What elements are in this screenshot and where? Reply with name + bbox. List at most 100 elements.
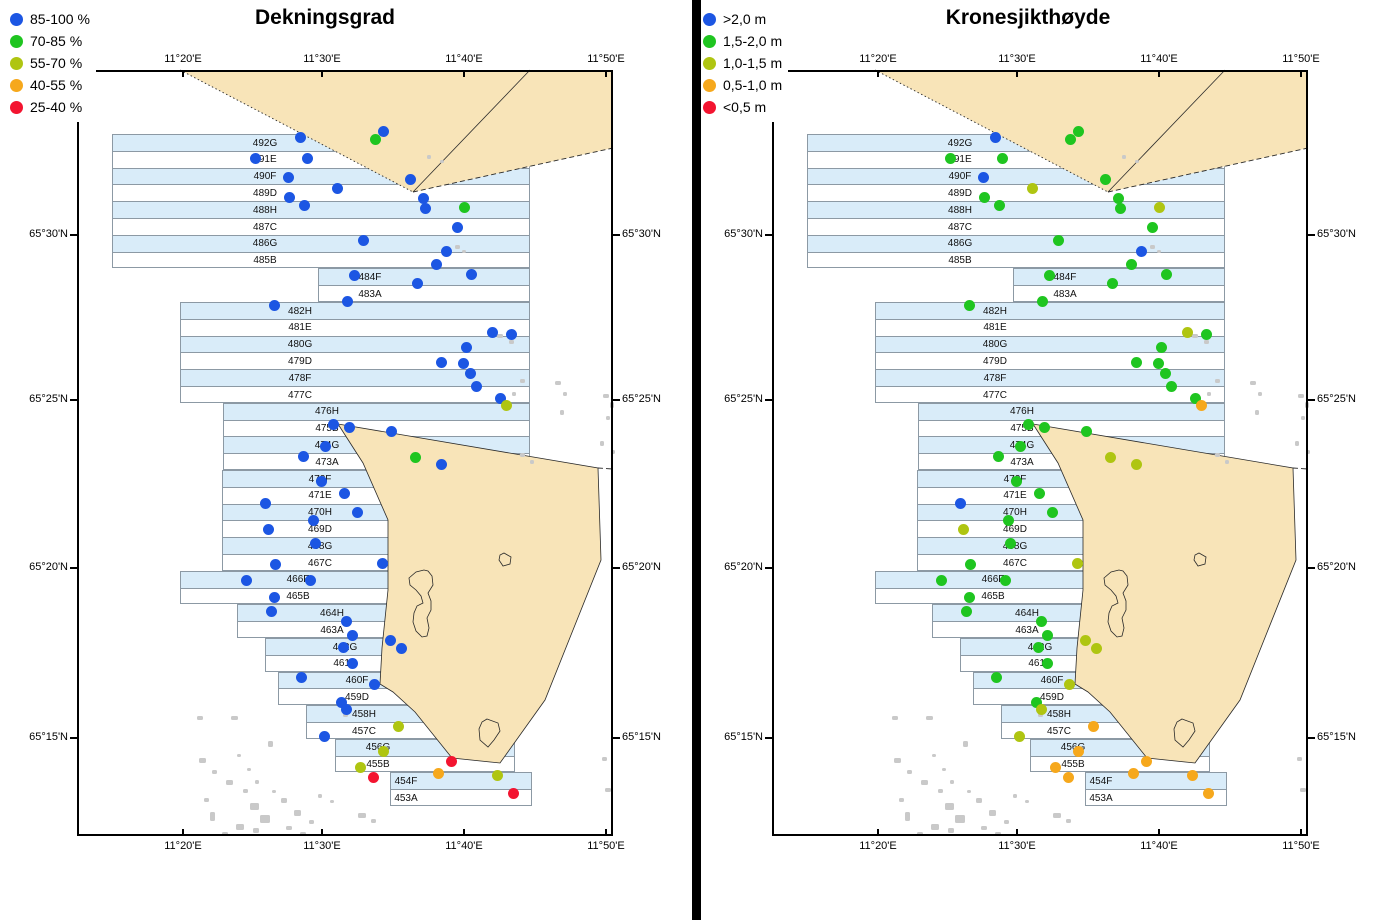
island-north xyxy=(875,70,1308,192)
skerry xyxy=(605,788,611,792)
legend-class-label: 1,5-2,0 m xyxy=(723,33,783,49)
transect-label: 487C xyxy=(253,221,277,233)
legend-class-label: >2,0 m xyxy=(723,11,767,27)
lake-outline xyxy=(1103,569,1129,638)
skerry xyxy=(926,716,933,720)
skerry xyxy=(1207,392,1211,396)
station-dot xyxy=(368,678,380,690)
lon-tick-label: 11°20'E xyxy=(164,840,202,852)
station-dot xyxy=(1146,221,1158,233)
legend-class-label: 55-70 % xyxy=(30,55,83,71)
station-dot xyxy=(1080,425,1092,437)
lat-tick xyxy=(1308,567,1315,569)
station-dot xyxy=(1033,487,1045,499)
skerry xyxy=(253,828,259,833)
station-dot xyxy=(435,356,447,368)
transect-row xyxy=(918,402,1225,420)
legend-item: 1,0-1,5 m xyxy=(703,52,782,74)
legend-item: 55-70 % xyxy=(10,52,90,74)
skerry xyxy=(520,379,525,383)
transect-row xyxy=(318,268,530,286)
station-dot xyxy=(377,745,389,757)
skerry xyxy=(1066,819,1071,823)
station-dot xyxy=(282,171,294,183)
skerry xyxy=(371,819,376,823)
station-dot xyxy=(430,258,442,270)
station-dot xyxy=(1135,245,1147,257)
skerry xyxy=(455,245,460,249)
station-dot xyxy=(1043,269,1055,281)
legend-class-dot xyxy=(703,100,716,114)
skerry xyxy=(226,780,233,785)
station-dot xyxy=(262,523,274,535)
station-dot xyxy=(1189,392,1201,404)
station-dot xyxy=(417,192,429,204)
skerry xyxy=(1250,381,1256,385)
lon-tick xyxy=(877,70,879,77)
transect-label: 470H xyxy=(308,507,332,519)
station-dot xyxy=(301,152,313,164)
station-dot xyxy=(1112,192,1124,204)
station-dot xyxy=(1041,629,1053,641)
lat-tick xyxy=(613,737,620,739)
lat-tick-label: 65°15'N xyxy=(724,731,763,743)
station-dot xyxy=(1186,769,1198,781)
lon-tick-label: 11°40'E xyxy=(445,53,483,65)
transect-label: 478F xyxy=(983,372,1007,384)
station-dot xyxy=(259,497,271,509)
station-dot xyxy=(435,458,447,470)
skerry xyxy=(509,340,514,344)
station-dot xyxy=(990,671,1002,683)
skerry xyxy=(268,741,273,747)
transect-label: 453A xyxy=(1089,792,1113,804)
transect-label: 454F xyxy=(394,775,418,787)
skerry xyxy=(555,381,561,385)
island-north xyxy=(180,70,613,192)
skerry xyxy=(931,824,939,830)
island-south xyxy=(1032,423,1297,764)
transect-label: 491E xyxy=(948,154,972,166)
legend-item: 85-100 % xyxy=(10,8,90,30)
lon-tick xyxy=(463,70,465,77)
transect-label: 480G xyxy=(287,339,313,351)
transect-row xyxy=(390,789,532,806)
transect-label: 453A xyxy=(394,792,418,804)
skerry xyxy=(1004,820,1009,824)
station-dot xyxy=(960,605,972,617)
station-dot xyxy=(1165,380,1177,392)
transect-row xyxy=(180,335,530,353)
station-dot xyxy=(357,234,369,246)
legend-class-label: 70-85 % xyxy=(30,33,83,49)
skerry xyxy=(892,716,898,720)
station-dot xyxy=(340,615,352,627)
station-dot xyxy=(1130,356,1142,368)
lon-tick-label: 11°50'E xyxy=(587,53,625,65)
transect-label: 460F xyxy=(345,675,369,687)
transect-row xyxy=(875,369,1225,386)
lat-tick xyxy=(613,567,620,569)
station-dot xyxy=(331,182,343,194)
skerry xyxy=(894,758,901,763)
lon-tick-label: 11°50'E xyxy=(587,840,625,852)
station-dot xyxy=(351,506,363,518)
transect-row xyxy=(1013,268,1225,286)
station-dot xyxy=(1030,696,1042,708)
station-dot xyxy=(269,558,281,570)
skerry xyxy=(963,741,968,747)
station-dot xyxy=(1140,755,1152,767)
station-dot xyxy=(978,191,990,203)
station-dot xyxy=(419,202,431,214)
station-dot xyxy=(1071,557,1083,569)
station-dot xyxy=(309,537,321,549)
station-dot xyxy=(354,761,366,773)
lon-tick-label: 11°30'E xyxy=(303,840,341,852)
lat-tick xyxy=(70,399,77,401)
skerry xyxy=(948,828,954,833)
pond-outline xyxy=(1193,552,1207,567)
station-dot xyxy=(304,574,316,586)
transect-label: 478F xyxy=(288,372,312,384)
station-dot xyxy=(404,173,416,185)
lat-tick xyxy=(70,737,77,739)
station-dot xyxy=(1090,642,1102,654)
station-dot xyxy=(963,299,975,311)
